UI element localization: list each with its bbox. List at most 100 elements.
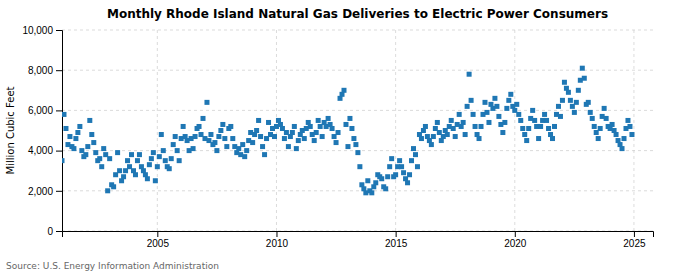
tick-label: 2,000: [28, 186, 53, 197]
point: [330, 126, 335, 131]
point: [230, 136, 235, 141]
point: [75, 130, 80, 135]
point: [562, 80, 567, 85]
point: [153, 178, 158, 183]
chart: 2005201020152020202502,0004,0006,0008,00…: [0, 0, 675, 275]
point: [602, 106, 607, 111]
point: [576, 88, 581, 93]
point: [97, 156, 102, 161]
point: [99, 164, 104, 169]
tick-mark: [56, 191, 62, 192]
tick: 2020: [504, 231, 527, 249]
point: [457, 112, 462, 117]
point: [244, 148, 249, 153]
point: [296, 138, 301, 143]
point: [181, 124, 186, 129]
point: [552, 124, 557, 129]
point: [588, 110, 593, 115]
point: [286, 144, 291, 149]
point: [129, 152, 134, 157]
point: [580, 66, 585, 71]
point: [397, 158, 402, 163]
tick-mark: [515, 231, 516, 237]
point: [161, 148, 166, 153]
title: Monthly Rhode Island Natural Gas Deliver…: [107, 7, 608, 21]
point: [560, 98, 565, 103]
point: [419, 136, 424, 141]
point: [365, 178, 370, 183]
point: [111, 184, 116, 189]
point: [522, 132, 527, 137]
tick-mark: [396, 231, 397, 237]
point: [336, 130, 341, 135]
point: [222, 136, 227, 141]
point: [411, 146, 416, 151]
point: [314, 130, 319, 135]
point: [530, 108, 535, 113]
point: [308, 124, 313, 129]
point: [312, 138, 317, 143]
point: [212, 140, 217, 145]
grid-line: [62, 70, 653, 71]
point: [399, 164, 404, 169]
point: [214, 148, 219, 153]
tick: 2015: [385, 231, 408, 249]
point: [73, 136, 78, 141]
point: [614, 132, 619, 137]
point: [320, 134, 325, 139]
tick-mark: [634, 231, 635, 237]
tick-label: 2010: [266, 238, 289, 249]
point: [62, 158, 65, 163]
point: [262, 152, 267, 157]
tick-label: 6,000: [28, 105, 53, 116]
point: [536, 136, 541, 141]
point: [159, 132, 164, 137]
point: [514, 102, 519, 107]
point: [85, 144, 90, 149]
point: [369, 190, 374, 195]
point: [558, 114, 563, 119]
point: [115, 150, 120, 155]
point: [496, 114, 501, 119]
point: [294, 146, 299, 151]
point: [526, 126, 531, 131]
point: [117, 168, 122, 173]
point: [415, 164, 420, 169]
tick-mark: [56, 30, 62, 31]
point: [449, 118, 454, 123]
point: [224, 144, 229, 149]
point: [582, 76, 587, 81]
point: [518, 118, 523, 123]
point: [302, 136, 307, 141]
point: [574, 100, 579, 105]
tick-mark: [157, 231, 158, 237]
point: [379, 176, 384, 181]
y-axis-label: Million Cubic Feet: [5, 86, 16, 174]
point: [556, 104, 561, 109]
tick-label: 2015: [385, 238, 408, 249]
point: [101, 146, 106, 151]
point: [151, 150, 156, 155]
point: [610, 122, 615, 127]
point: [357, 164, 362, 169]
point: [596, 136, 601, 141]
grid-line: [62, 190, 653, 191]
point: [520, 126, 525, 131]
point: [208, 132, 213, 137]
tick-mark: [56, 110, 62, 111]
point: [121, 174, 126, 179]
point: [532, 118, 537, 123]
point: [542, 112, 547, 117]
source-note: Source: U.S. Energy Information Administ…: [6, 261, 219, 271]
point: [343, 122, 348, 127]
tick-label: 4,000: [28, 145, 53, 156]
grid-line: [276, 30, 277, 231]
point: [625, 118, 630, 123]
point: [149, 156, 154, 161]
tick-label: 8,000: [28, 65, 53, 76]
point: [373, 180, 378, 185]
point: [341, 88, 346, 93]
point: [407, 172, 412, 177]
point: [240, 142, 245, 147]
point: [586, 100, 591, 105]
